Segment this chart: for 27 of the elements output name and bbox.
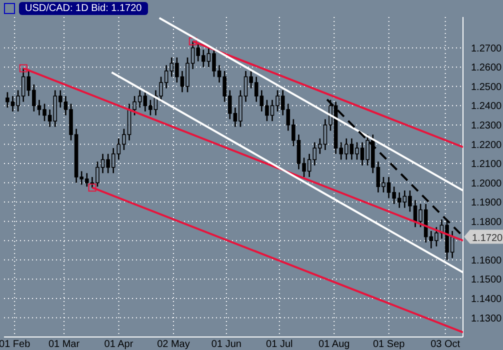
y-tick-label: 1.2400	[471, 101, 502, 112]
point	[188, 37, 197, 46]
chart-title: USD/CAD: 1D Bid: 1.1720	[19, 2, 148, 15]
y-tick-label: 1.1300	[471, 313, 502, 324]
point	[88, 184, 96, 192]
y-tick-label: 1.1800	[471, 216, 502, 228]
x-tick-label: 02 May	[157, 339, 190, 350]
x-tick-label: 01 Sep	[373, 339, 406, 350]
y-tick-label: 1.1600	[471, 255, 502, 266]
point	[19, 64, 28, 72]
y-tick-label: 1.2300	[471, 120, 502, 132]
y-tick-label: 1.2500	[471, 82, 502, 93]
x-tick-label: 01 Aug	[318, 339, 350, 350]
x-tick-label: 01 Mar	[48, 339, 80, 350]
y-tick-label: 1.2600	[471, 62, 502, 74]
y-tick-label: 1.2700	[471, 43, 502, 54]
x-tick-label: 01 Jun	[211, 339, 242, 350]
y-tick-label: 1.1500	[471, 274, 502, 286]
x-tick-label: 01 Jul	[266, 339, 293, 350]
y-tick-label: 1.2100	[471, 159, 502, 170]
x-tick-label: 01 Apr	[104, 339, 134, 350]
y-tick-label: 1.1400	[471, 294, 502, 305]
y-tick-label: 1.2000	[471, 178, 502, 190]
y-tick-label: 1.1900	[471, 198, 502, 209]
y-tick-label: 1.2200	[471, 140, 502, 151]
text: 1.1720	[472, 232, 503, 244]
x-tick-label: 03 Oct	[430, 339, 460, 350]
